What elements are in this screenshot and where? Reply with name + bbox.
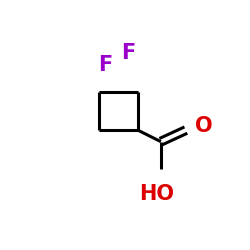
Text: HO: HO (140, 184, 174, 204)
Text: O: O (194, 116, 212, 136)
Text: F: F (121, 43, 135, 63)
Text: F: F (98, 55, 112, 75)
